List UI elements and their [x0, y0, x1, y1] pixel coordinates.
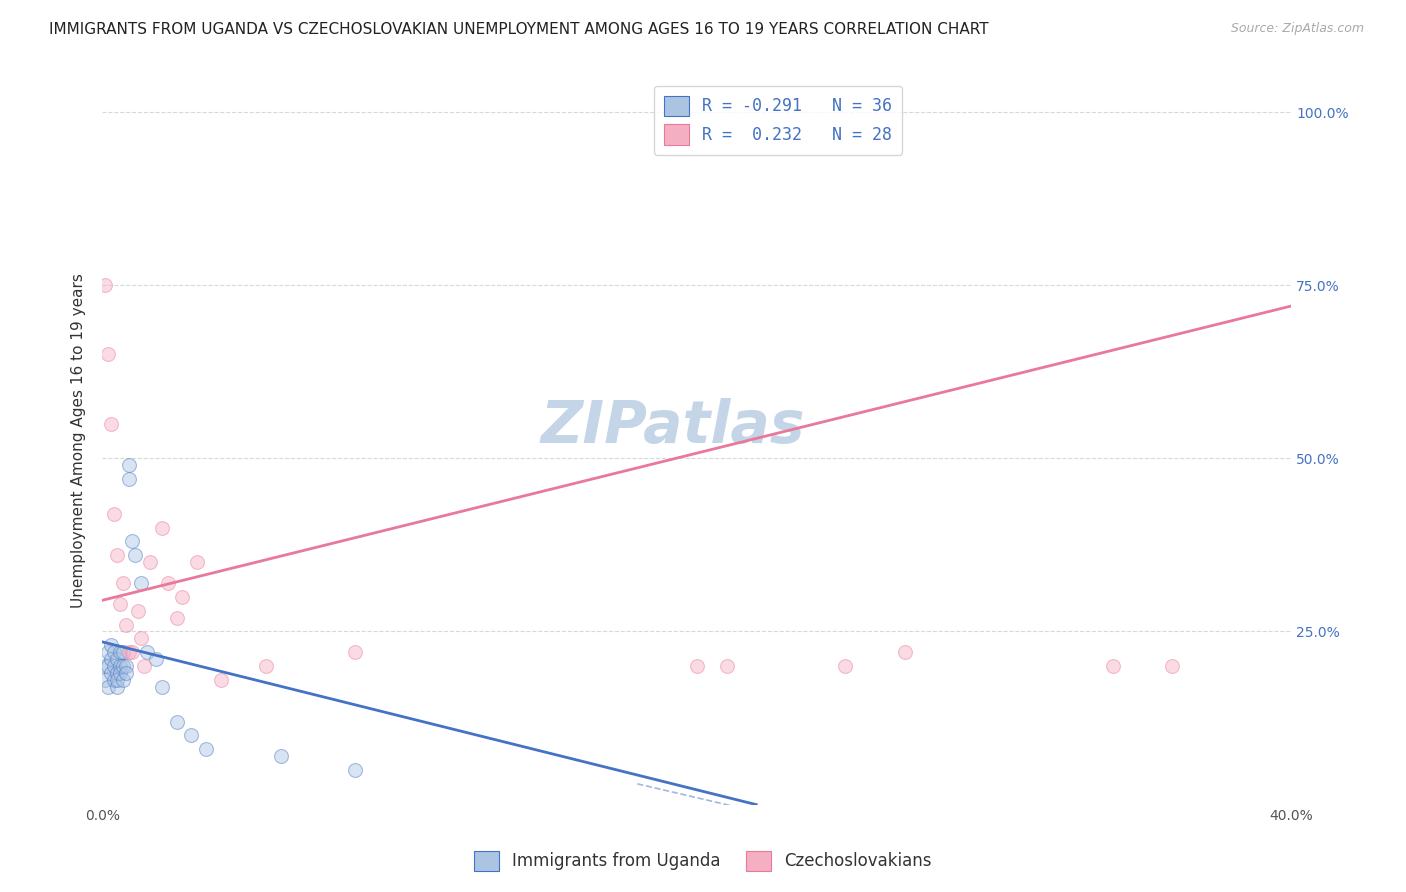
Point	[115, 659, 138, 673]
Point	[121, 645, 143, 659]
Point	[115, 666, 138, 681]
Point	[894, 645, 917, 659]
Point	[97, 680, 120, 694]
Point	[118, 645, 141, 659]
Point	[172, 590, 194, 604]
Text: ZIPatlas: ZIPatlas	[541, 398, 806, 455]
Point	[94, 659, 117, 673]
Point	[150, 520, 173, 534]
Point	[105, 673, 128, 687]
Point	[1161, 659, 1184, 673]
Point	[111, 659, 134, 673]
Legend: R = -0.291   N = 36, R =  0.232   N = 28: R = -0.291 N = 36, R = 0.232 N = 28	[654, 86, 903, 155]
Point	[97, 347, 120, 361]
Text: Source: ZipAtlas.com: Source: ZipAtlas.com	[1230, 22, 1364, 36]
Point	[100, 652, 122, 666]
Point	[180, 728, 202, 742]
Point	[166, 714, 188, 729]
Point	[166, 610, 188, 624]
Point	[150, 680, 173, 694]
Y-axis label: Unemployment Among Ages 16 to 19 years: Unemployment Among Ages 16 to 19 years	[72, 274, 86, 608]
Point	[139, 555, 162, 569]
Point	[103, 507, 125, 521]
Point	[115, 617, 138, 632]
Point	[195, 742, 218, 756]
Point	[716, 659, 738, 673]
Point	[209, 673, 232, 687]
Point	[103, 673, 125, 687]
Point	[108, 597, 131, 611]
Point	[121, 534, 143, 549]
Point	[118, 458, 141, 473]
Point	[94, 278, 117, 293]
Point	[135, 645, 157, 659]
Point	[97, 659, 120, 673]
Point	[132, 659, 155, 673]
Point	[100, 666, 122, 681]
Point	[100, 638, 122, 652]
Point	[186, 555, 208, 569]
Point	[270, 749, 292, 764]
Text: IMMIGRANTS FROM UGANDA VS CZECHOSLOVAKIAN UNEMPLOYMENT AMONG AGES 16 TO 19 YEARS: IMMIGRANTS FROM UGANDA VS CZECHOSLOVAKIA…	[49, 22, 988, 37]
Point	[103, 659, 125, 673]
Point	[105, 652, 128, 666]
Point	[343, 763, 366, 777]
Point	[129, 632, 152, 646]
Point	[343, 645, 366, 659]
Point	[105, 549, 128, 563]
Point	[111, 645, 134, 659]
Point	[111, 576, 134, 591]
Point	[686, 659, 709, 673]
Point	[254, 659, 277, 673]
Point	[94, 673, 117, 687]
Point	[145, 652, 167, 666]
Point	[156, 576, 179, 591]
Point	[1102, 659, 1125, 673]
Point	[108, 666, 131, 681]
Point	[105, 666, 128, 681]
Point	[108, 645, 131, 659]
Point	[103, 645, 125, 659]
Point	[97, 645, 120, 659]
Point	[100, 417, 122, 431]
Point	[127, 604, 149, 618]
Point	[111, 673, 134, 687]
Legend: Immigrants from Uganda, Czechoslovakians: Immigrants from Uganda, Czechoslovakians	[465, 842, 941, 880]
Point	[118, 472, 141, 486]
Point	[105, 680, 128, 694]
Point	[129, 576, 152, 591]
Point	[834, 659, 856, 673]
Point	[124, 549, 146, 563]
Point	[108, 659, 131, 673]
